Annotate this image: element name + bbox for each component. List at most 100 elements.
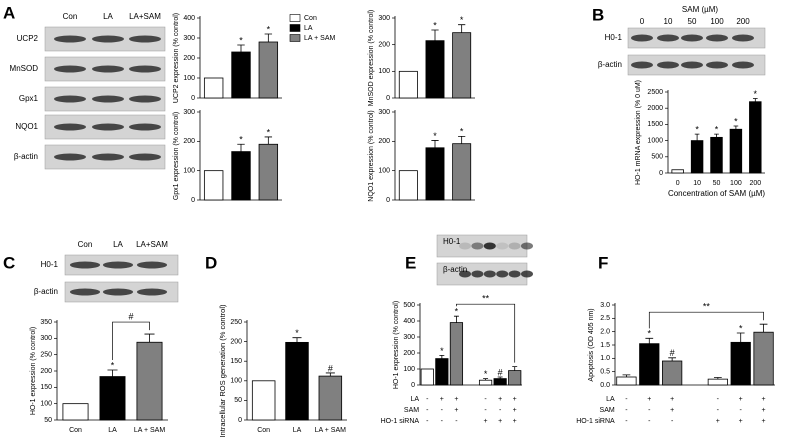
bar: [398, 70, 418, 99]
legend-swatch: [289, 34, 301, 42]
bar: [671, 169, 684, 174]
x-tick-label: LA: [293, 427, 302, 434]
error-bar: [458, 24, 466, 33]
error-bar: [713, 377, 722, 380]
significance-mark: *: [295, 328, 299, 338]
y-tick-label: 100: [378, 168, 390, 175]
bracket-label: **: [482, 294, 490, 304]
panel-label: B: [592, 5, 604, 24]
y-tick-label: 350: [40, 319, 52, 326]
y-tick-label: 200: [378, 42, 390, 49]
y-tick-label: 200: [183, 138, 195, 145]
significance-mark: *: [695, 124, 699, 134]
blot-band: [136, 261, 168, 269]
bar: [639, 343, 660, 386]
y-tick-label: 0: [386, 95, 390, 102]
error-bar: [237, 143, 245, 152]
blot-band: [129, 35, 161, 43]
condition-sign: +: [739, 418, 743, 425]
significance-mark: *: [754, 89, 758, 99]
bar: [425, 147, 445, 201]
condition-sign: +: [498, 418, 502, 425]
bar: [707, 378, 728, 386]
bar: [508, 370, 522, 386]
y-tick-label: 300: [403, 334, 415, 341]
y-tick-label: 400: [183, 15, 195, 22]
blot-row-label: H0-1: [443, 237, 461, 246]
y-tick-label: 0: [191, 95, 195, 102]
y-tick-label: 300: [183, 35, 195, 42]
significance-mark: *: [460, 127, 464, 137]
bar: [231, 151, 251, 201]
bar: [251, 380, 276, 421]
blot-band: [102, 261, 134, 269]
blot-band: [681, 34, 703, 42]
significance-mark: *: [484, 369, 488, 379]
y-tick-label: 0.5: [600, 369, 610, 376]
y-tick-label: 0: [411, 382, 415, 389]
blot-band: [129, 153, 161, 161]
bar: [710, 136, 723, 174]
blot-lane-label: 10: [664, 17, 673, 26]
significance-mark: *: [648, 329, 652, 339]
blot-band: [496, 242, 509, 250]
significance-mark: *: [239, 135, 243, 145]
error-bar: [645, 337, 654, 344]
y-tick-label: 150: [40, 384, 52, 391]
error-bar: [736, 332, 745, 343]
blot-band: [471, 270, 484, 278]
error-bar: [264, 33, 273, 42]
condition-sign: +: [498, 396, 502, 403]
blot-band: [69, 261, 101, 269]
condition-sign: -: [441, 418, 444, 425]
condition-name: HO-1 siRNA: [576, 418, 615, 425]
condition-sign: -: [648, 407, 651, 414]
significance-mark: #: [498, 367, 503, 377]
panel-label: D: [205, 253, 217, 272]
bar: [203, 170, 224, 201]
x-tick-label: 100: [730, 180, 742, 187]
condition-sign: -: [717, 396, 720, 403]
y-axis-label: UCP2 expression (% control): [173, 13, 180, 103]
y-tick-label: 100: [183, 75, 195, 82]
condition-sign: +: [716, 418, 720, 425]
bracket-label: #: [128, 311, 133, 321]
blot-band: [102, 288, 134, 296]
blot-band: [471, 242, 484, 250]
x-tick-label: 50: [713, 180, 721, 187]
blot-band: [496, 270, 509, 278]
significance-mark: *: [267, 127, 271, 137]
y-tick-label: 100: [183, 168, 195, 175]
condition-sign: -: [648, 418, 651, 425]
legend-label: LA: [304, 25, 313, 32]
error-bar: [431, 140, 439, 148]
x-tick-label: LA: [108, 427, 117, 434]
condition-sign: +: [762, 418, 766, 425]
condition-sign: +: [670, 407, 674, 414]
y-tick-label: 200: [183, 55, 195, 62]
condition-sign: -: [426, 407, 429, 414]
condition-sign: -: [499, 407, 502, 414]
x-axis-label: Concentration of SAM (µM): [668, 189, 765, 198]
y-tick-label: 300: [378, 15, 390, 22]
blot-band: [136, 288, 168, 296]
significance-mark: *: [433, 20, 437, 30]
condition-sign: -: [426, 418, 429, 425]
bar: [730, 341, 751, 386]
significance-mark: *: [440, 346, 444, 356]
blot-lane-label: LA: [113, 240, 123, 249]
y-tick-label: 150: [230, 358, 242, 365]
blot-row-label: UCP2: [17, 34, 39, 43]
blot-row-label: β-actin: [14, 152, 38, 161]
blot-row-label: MnSOD: [10, 64, 39, 73]
error-bar: [759, 323, 768, 333]
y-tick-label: 1.5: [600, 342, 610, 349]
blot-band: [92, 35, 124, 43]
y-tick-label: 500: [651, 154, 663, 161]
bar: [203, 77, 224, 99]
legend-swatch: [289, 24, 301, 32]
y-tick-label: 0: [386, 197, 390, 204]
blot-lane-label: 0: [640, 17, 645, 26]
blot-band: [92, 65, 124, 73]
significance-mark: *: [715, 124, 719, 134]
